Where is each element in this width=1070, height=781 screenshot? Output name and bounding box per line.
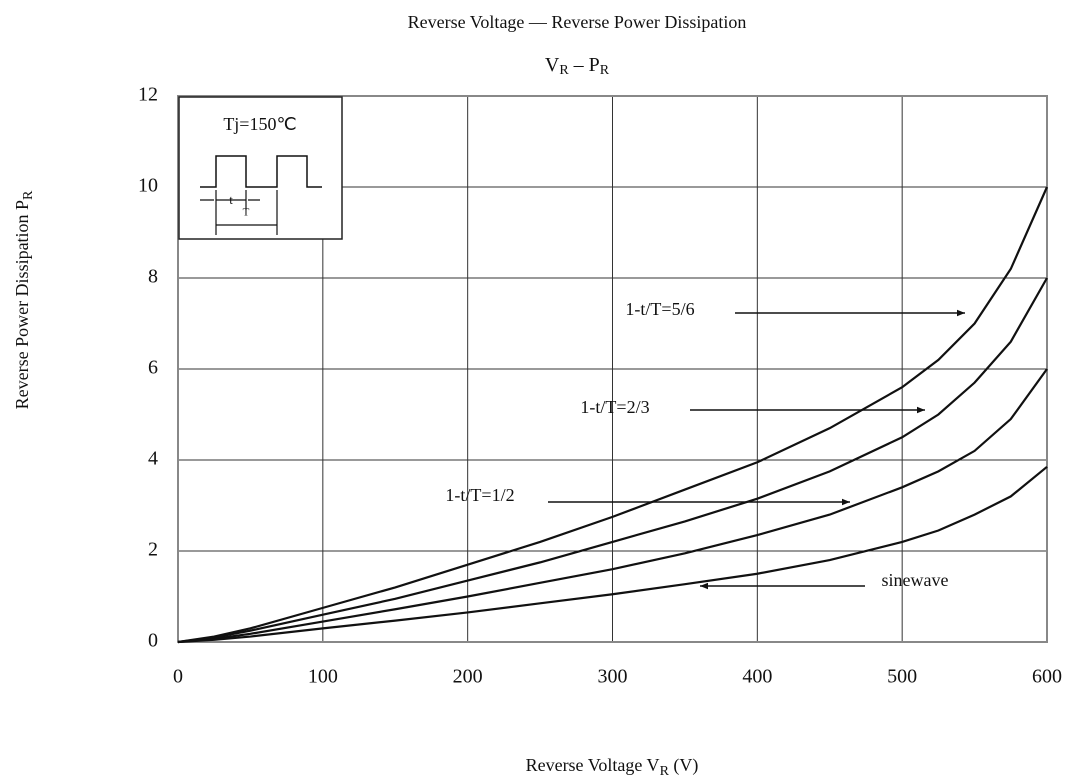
y-axis-label: Reverse Power Dissipation PR	[12, 190, 36, 409]
y-tick-label: 6	[148, 357, 158, 379]
series-line	[177, 277, 1048, 644]
y-tick-label: 4	[148, 448, 158, 470]
inset-label: Tj=150℃	[223, 114, 296, 134]
series-line	[177, 186, 1049, 644]
x-axis-label: Reverse Voltage VR (V)	[526, 755, 699, 779]
y-tick-label: 12	[138, 84, 158, 106]
x-tick-label: 100	[308, 666, 338, 688]
pulse	[200, 155, 322, 188]
y-tick-label: 8	[148, 266, 158, 288]
y-tick-label: 2	[148, 539, 158, 561]
series-label: 1-t/T=2/3	[580, 397, 649, 417]
x-tick-label: 0	[173, 666, 183, 688]
x-tick-label: 600	[1032, 666, 1062, 688]
x-tick-label: 300	[598, 666, 628, 688]
inset-t: t	[229, 192, 233, 207]
inset-box	[178, 96, 343, 240]
y-tick-label: 10	[138, 175, 158, 197]
x-tick-label: 500	[887, 666, 917, 688]
series-label: 1-t/T=1/2	[445, 485, 514, 505]
series-label: 1-t/T=5/6	[625, 299, 694, 319]
chart-subtitle: VR – PR	[545, 54, 610, 79]
inset-T: T	[243, 207, 250, 219]
pulse-marker	[200, 190, 278, 235]
y-tick-label: 0	[148, 630, 158, 652]
x-tick-label: 400	[742, 666, 772, 688]
series-label: sinewave	[882, 570, 949, 590]
x-tick-label: 200	[453, 666, 483, 688]
chart-title: Reverse Voltage — Reverse Power Dissipat…	[408, 12, 747, 32]
series-line	[177, 465, 1048, 644]
series-line	[177, 368, 1048, 644]
